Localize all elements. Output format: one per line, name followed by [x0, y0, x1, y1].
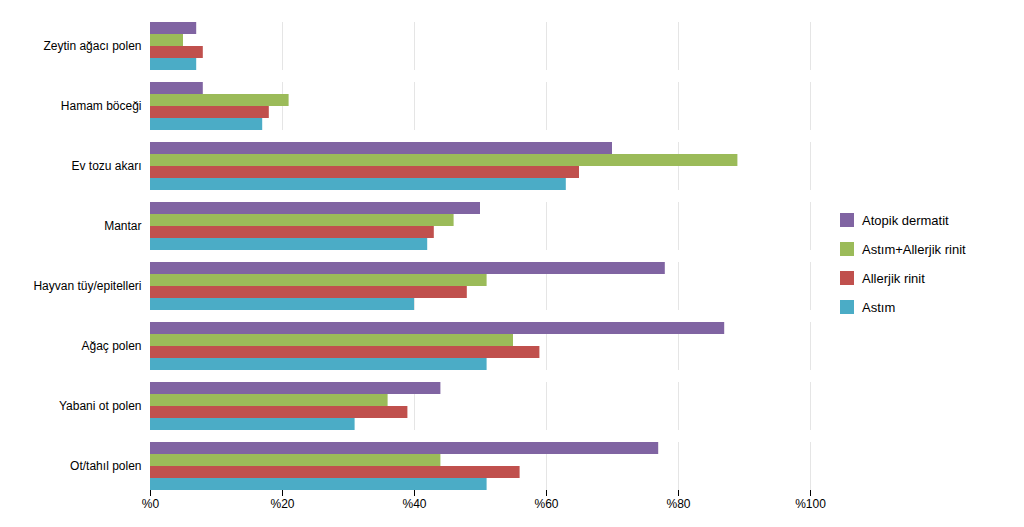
- svg-text:%0: %0: [142, 497, 160, 511]
- svg-text:%80: %80: [666, 497, 690, 511]
- svg-text:Zeytin ağacı polen: Zeytin ağacı polen: [43, 39, 141, 53]
- html-text:Astım+Allerjik rinit: Astım+Allerjik rinit: [862, 241, 966, 257]
- svg-text:Mantar: Mantar: [104, 219, 141, 233]
- svg-text:%20: %20: [270, 497, 294, 511]
- svg-text:Hamam böceği: Hamam böceği: [61, 99, 142, 113]
- svg-text:Hayvan tüy/epitelleri: Hayvan tüy/epitelleri: [33, 279, 141, 293]
- html-text:Astım: Astım: [862, 299, 896, 315]
- svg-text:%40: %40: [402, 497, 426, 511]
- svg-text:Yabani ot polen: Yabani ot polen: [59, 399, 142, 413]
- html-text:Atopik dermatit: Atopik dermatit: [862, 212, 949, 228]
- svg-text:%100: %100: [795, 497, 826, 511]
- svg-text:%60: %60: [534, 497, 558, 511]
- svg-text:Ev tozu akarı: Ev tozu akarı: [71, 159, 141, 173]
- html-text:Allerjik rinit: Allerjik rinit: [862, 270, 925, 286]
- svg-text:Ağaç polen: Ağaç polen: [81, 339, 141, 353]
- svg-text:Ot/tahıl polen: Ot/tahıl polen: [70, 459, 141, 473]
